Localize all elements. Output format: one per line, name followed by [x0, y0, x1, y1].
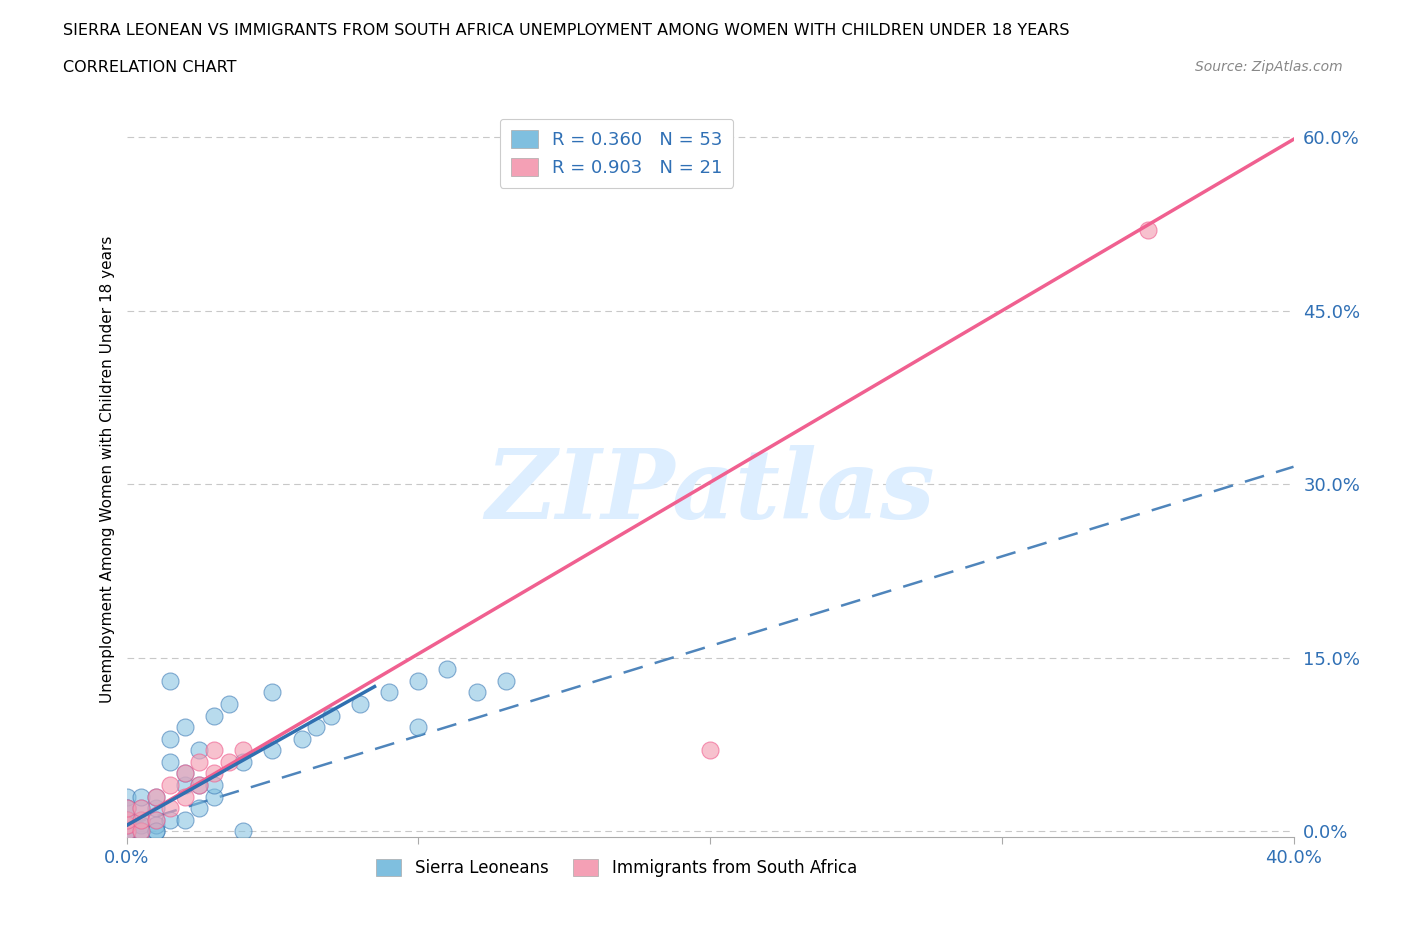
Point [145, 789, 167, 804]
Point [129, 789, 152, 804]
Point [115, 824, 138, 839]
Legend: Sierra Leoneans, Immigrants from South Africa: Sierra Leoneans, Immigrants from South A… [367, 849, 868, 887]
Point [129, 801, 152, 816]
Point [115, 824, 138, 839]
Text: Source: ZipAtlas.com: Source: ZipAtlas.com [1195, 60, 1343, 74]
Point [115, 801, 138, 816]
Point [145, 824, 167, 839]
Point [129, 824, 152, 839]
Point [262, 684, 284, 699]
Point [174, 766, 197, 781]
Point [115, 812, 138, 827]
Point [159, 777, 181, 792]
Point [218, 754, 240, 769]
Point [202, 766, 225, 781]
Point [436, 662, 458, 677]
Point [115, 812, 138, 827]
Point [188, 777, 211, 792]
Point [159, 754, 181, 769]
Point [115, 818, 138, 833]
Point [159, 731, 181, 746]
Point [262, 743, 284, 758]
Point [495, 673, 517, 688]
Point [188, 743, 211, 758]
Point [145, 812, 167, 827]
Point [145, 801, 167, 816]
Point [115, 818, 138, 833]
Point [290, 731, 312, 746]
Point [129, 812, 152, 827]
Point [188, 777, 211, 792]
Point [202, 708, 225, 723]
Point [174, 812, 197, 827]
Point [232, 754, 254, 769]
Point [129, 824, 152, 839]
Point [129, 824, 152, 839]
Point [115, 812, 138, 827]
Point [159, 673, 181, 688]
Point [145, 812, 167, 827]
Text: ZIPatlas: ZIPatlas [485, 445, 935, 538]
Y-axis label: Unemployment Among Women with Children Under 18 years: Unemployment Among Women with Children U… [100, 236, 115, 703]
Point [129, 818, 152, 833]
Point [378, 684, 401, 699]
Point [145, 818, 167, 833]
Point [232, 824, 254, 839]
Point [115, 824, 138, 839]
Point [115, 789, 138, 804]
Point [188, 801, 211, 816]
Point [202, 789, 225, 804]
Point [115, 824, 138, 839]
Point [115, 801, 138, 816]
Point [699, 743, 721, 758]
Point [115, 812, 138, 827]
Point [232, 743, 254, 758]
Point [115, 801, 138, 816]
Point [465, 684, 488, 699]
Point [218, 697, 240, 711]
Point [305, 720, 328, 735]
Point [319, 708, 342, 723]
Point [408, 720, 430, 735]
Point [159, 801, 181, 816]
Text: CORRELATION CHART: CORRELATION CHART [63, 60, 236, 75]
Point [174, 720, 197, 735]
Point [188, 754, 211, 769]
Point [159, 812, 181, 827]
Point [145, 824, 167, 839]
Point [202, 777, 225, 792]
Point [349, 697, 371, 711]
Point [174, 777, 197, 792]
Point [129, 801, 152, 816]
Point [408, 673, 430, 688]
Point [1136, 222, 1159, 237]
Point [115, 818, 138, 833]
Point [174, 789, 197, 804]
Text: SIERRA LEONEAN VS IMMIGRANTS FROM SOUTH AFRICA UNEMPLOYMENT AMONG WOMEN WITH CHI: SIERRA LEONEAN VS IMMIGRANTS FROM SOUTH … [63, 23, 1070, 38]
Point [129, 812, 152, 827]
Point [115, 818, 138, 833]
Point [145, 789, 167, 804]
Point [202, 743, 225, 758]
Point [174, 766, 197, 781]
